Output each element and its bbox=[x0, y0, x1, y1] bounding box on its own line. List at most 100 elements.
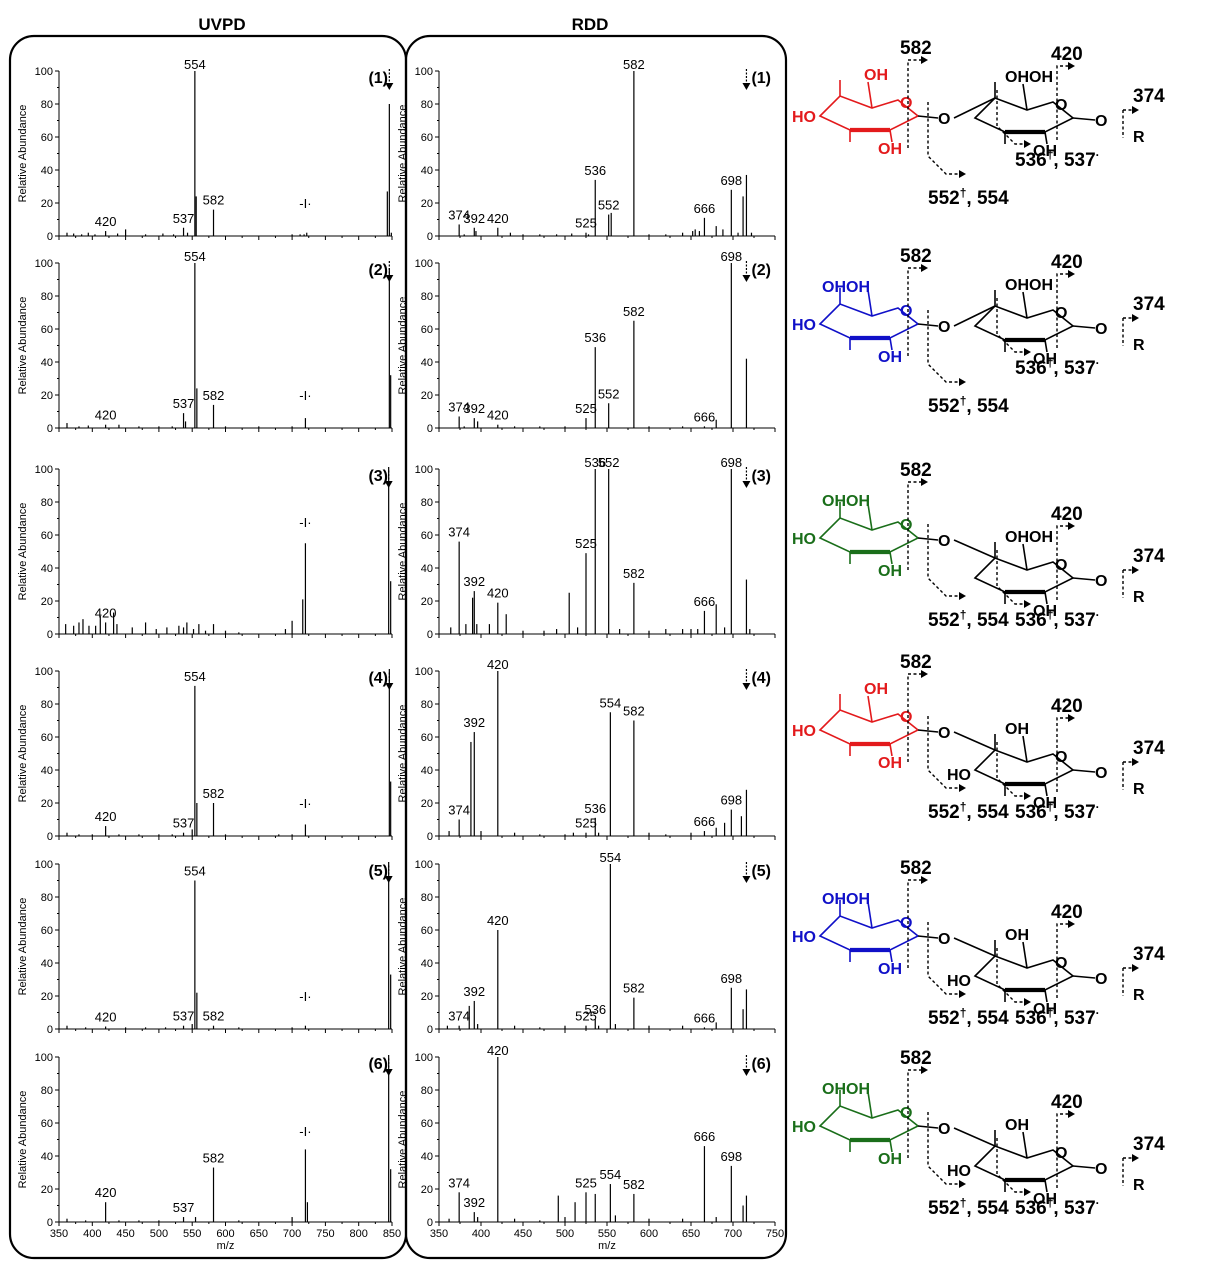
peak-label: 525 bbox=[575, 1175, 597, 1190]
fragment-label: 582 bbox=[900, 246, 932, 267]
fragment-label: 536†, 537· bbox=[1015, 356, 1100, 379]
hydroxyl-label: HO bbox=[792, 317, 816, 334]
y-tick-label: 60 bbox=[41, 530, 53, 542]
y-tick-label: 60 bbox=[421, 530, 433, 542]
peak-label: 554 bbox=[184, 669, 206, 684]
cleavage-line bbox=[927, 102, 962, 175]
ring-oxygen: O bbox=[900, 517, 912, 534]
interglycosidic-bond bbox=[953, 731, 996, 751]
hydroxyl-label: OH bbox=[864, 681, 888, 698]
y-tick-label: 40 bbox=[421, 165, 433, 177]
x-tick-label: 750 bbox=[766, 1228, 784, 1240]
y-tick-label: 40 bbox=[421, 1151, 433, 1163]
glycosidic-bond bbox=[1072, 577, 1096, 581]
hydroxyl-label: OH bbox=[878, 1151, 902, 1168]
peak-label: 554 bbox=[184, 249, 206, 264]
peak-label: 582 bbox=[623, 57, 645, 72]
interglycosidic-bond bbox=[953, 305, 996, 327]
y-axis-label: Relative Abundance bbox=[397, 898, 409, 996]
hydroxyl-label: OHOH bbox=[822, 279, 870, 296]
cleavage-arrowhead bbox=[959, 170, 966, 178]
peak-label: 537 bbox=[173, 396, 195, 411]
cleavage-arrowhead bbox=[959, 1180, 966, 1188]
peak-label: 420 bbox=[487, 586, 509, 601]
y-tick-label: 20 bbox=[421, 596, 433, 608]
y-tick-label: 20 bbox=[421, 991, 433, 1003]
y-tick-label: 80 bbox=[421, 1085, 433, 1097]
ring-substituent-bond bbox=[867, 901, 873, 929]
spectrum-number: (6) bbox=[751, 1056, 771, 1073]
cleavage-arrowhead bbox=[1024, 600, 1031, 608]
fragment-label: 374 bbox=[1133, 738, 1165, 759]
fragment-label: 582 bbox=[900, 858, 932, 879]
hydroxyl-label: OH bbox=[878, 755, 902, 772]
y-tick-label: 0 bbox=[427, 1024, 433, 1036]
y-tick-label: 20 bbox=[421, 198, 433, 210]
precursor-arrow-head bbox=[384, 1069, 393, 1076]
y-axis-label: Relative Abundance bbox=[397, 1091, 409, 1189]
peak-label: 582 bbox=[203, 1151, 225, 1166]
cleavage-line bbox=[907, 879, 924, 968]
fragment-label: 536†, 537· bbox=[1015, 800, 1100, 823]
cleavage-arrowhead bbox=[959, 990, 966, 998]
peak-label: 392 bbox=[463, 984, 485, 999]
x-tick-label: 650 bbox=[250, 1228, 268, 1240]
peak-label: 537 bbox=[173, 1009, 195, 1024]
cleavage-arrowhead bbox=[1132, 964, 1139, 972]
fragment-label: 536†, 537· bbox=[1015, 148, 1100, 171]
fragment-label: 552†, 554 bbox=[928, 800, 1009, 823]
y-tick-label: 0 bbox=[427, 423, 433, 435]
peak-label: 698 bbox=[720, 455, 742, 470]
hydroxyl-label: OH bbox=[878, 349, 902, 366]
peak-label: 537 bbox=[173, 1200, 195, 1215]
glycosidic-bond bbox=[1072, 117, 1096, 121]
hydroxyl-label: HO bbox=[947, 767, 971, 784]
fragment-label: 552†, 554 bbox=[928, 1006, 1009, 1029]
fragment-label: 582 bbox=[900, 460, 932, 481]
ring-substituent-bond bbox=[1044, 339, 1048, 353]
cleavage-line bbox=[907, 1069, 924, 1158]
y-tick-label: 100 bbox=[415, 258, 433, 270]
aglycone-r-label: R bbox=[1133, 987, 1145, 1004]
y-tick-label: 0 bbox=[47, 629, 53, 641]
cleavage-line bbox=[927, 716, 962, 789]
y-tick-label: 0 bbox=[47, 1217, 53, 1229]
ring-substituent-bond bbox=[1044, 1179, 1048, 1193]
peak-label: 420 bbox=[95, 214, 117, 229]
y-tick-label: 80 bbox=[41, 497, 53, 509]
x-tick-label: 550 bbox=[598, 1228, 616, 1240]
x-tick-label: 350 bbox=[430, 1228, 448, 1240]
cleavage-arrowhead bbox=[1068, 270, 1075, 278]
peak-label: 666 bbox=[694, 409, 716, 424]
ring-substituent-bond bbox=[889, 337, 893, 351]
peak-label: 420 bbox=[95, 408, 117, 423]
ring-substituent-bond bbox=[867, 81, 873, 109]
precursor-arrow-head bbox=[384, 481, 393, 488]
hydroxyl-label: OHOH bbox=[822, 891, 870, 908]
y-tick-label: 0 bbox=[47, 423, 53, 435]
ring-substituent-bond bbox=[1022, 543, 1028, 571]
interglycosidic-bond bbox=[917, 1125, 939, 1129]
hydroxyl-label: OHOH bbox=[1005, 277, 1053, 294]
cleavage-line bbox=[907, 267, 924, 356]
ring-substituent-bond bbox=[1022, 1131, 1028, 1159]
aglycone-r-label: R bbox=[1133, 337, 1145, 354]
hydroxyl-label: HO bbox=[792, 723, 816, 740]
hydroxyl-label: HO bbox=[792, 531, 816, 548]
spectrum-number: (2) bbox=[751, 262, 771, 279]
x-tick-label: 850 bbox=[383, 1228, 401, 1240]
interglycosidic-oxygen: O bbox=[938, 725, 950, 742]
glycosidic-oxygen: O bbox=[1095, 573, 1107, 590]
fragment-label: 420 bbox=[1051, 504, 1083, 525]
nonreducing-sugar-ring: O bbox=[818, 502, 920, 565]
ring-oxygen: O bbox=[900, 95, 912, 112]
fragment-label: 582 bbox=[900, 1048, 932, 1069]
y-tick-label: 20 bbox=[41, 390, 53, 402]
x-tick-label: 400 bbox=[472, 1228, 490, 1240]
interglycosidic-bond bbox=[917, 729, 939, 733]
x-tick-label: 350 bbox=[50, 1228, 68, 1240]
peak-label: 554 bbox=[600, 695, 622, 710]
